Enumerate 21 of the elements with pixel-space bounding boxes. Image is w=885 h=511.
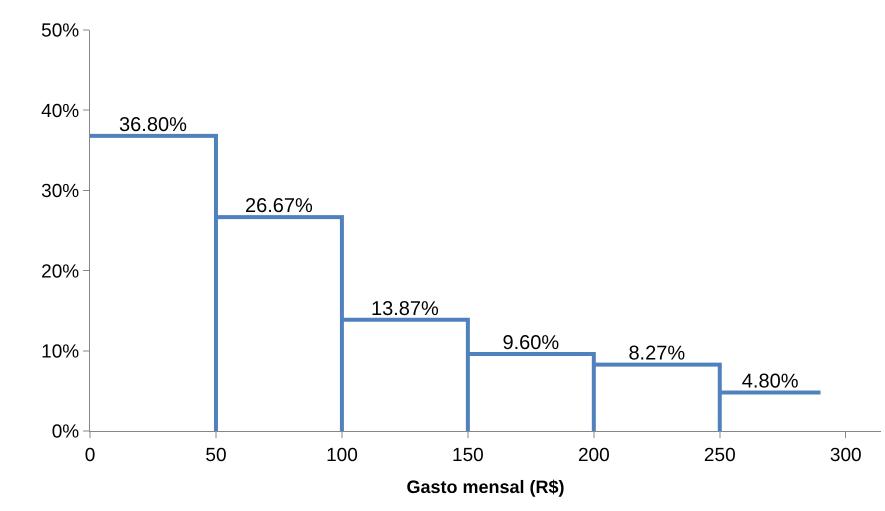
y-tick-label: 20% [41, 261, 80, 282]
x-tick-label: 100 [326, 444, 358, 466]
x-tick-label: 50 [205, 444, 227, 466]
x-tick-label: 0 [84, 444, 96, 466]
x-tick-label: 150 [452, 444, 484, 466]
y-tick-label: 10% [41, 341, 80, 362]
data-label: 26.67% [245, 195, 314, 218]
y-tick-label: 30% [41, 181, 80, 202]
x-tick-label: 200 [578, 444, 610, 466]
data-label: 9.60% [502, 332, 560, 354]
y-tick-label: 50% [41, 20, 80, 42]
x-tick-label: 250 [704, 444, 736, 466]
x-axis-title: Gasto mensal (R$) [406, 476, 565, 497]
y-tick-label: 40% [41, 100, 80, 122]
data-label: 4.80% [742, 370, 799, 392]
y-tick-label: 0% [52, 422, 80, 443]
line-series [90, 134, 823, 431]
x-tick-label: 300 [830, 444, 862, 466]
data-label: 13.87% [370, 298, 440, 320]
data-label: 8.27% [628, 342, 686, 365]
data-label: 36.80% [119, 114, 188, 136]
